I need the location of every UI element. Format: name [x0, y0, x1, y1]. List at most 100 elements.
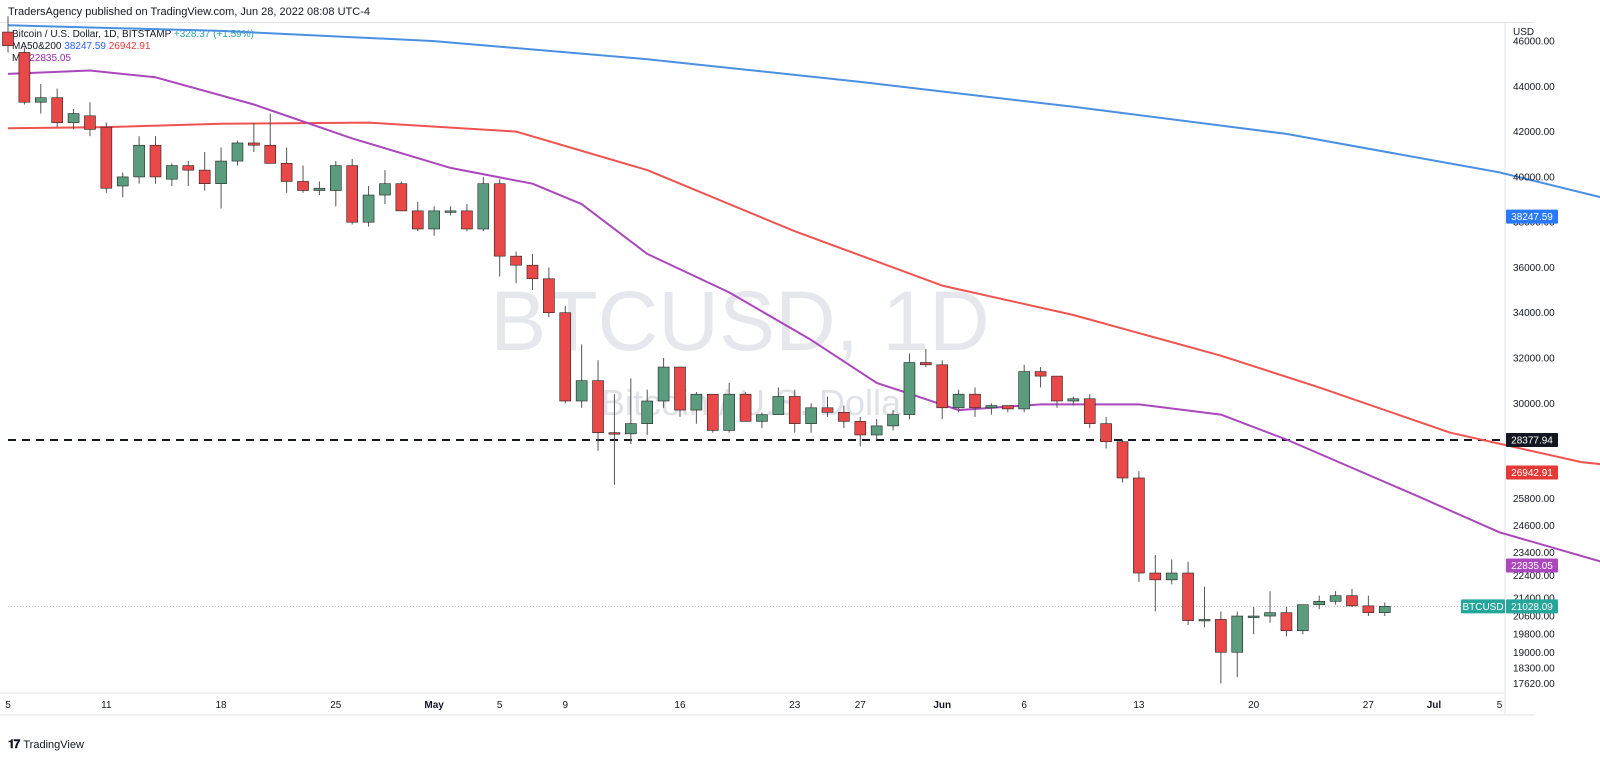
ma50-value: 26942.91 — [108, 41, 151, 52]
candle — [706, 393, 719, 433]
candle — [969, 387, 981, 417]
candle-body — [133, 144, 145, 178]
candle — [559, 305, 572, 404]
candle — [510, 251, 522, 284]
ma200-line — [7, 24, 1600, 199]
candle — [920, 348, 932, 368]
candle — [838, 405, 850, 429]
time-tick-label: 18 — [216, 700, 228, 711]
legend-ma-row[interactable]: MA50&200 38247.59 26942.91 — [12, 41, 254, 53]
candle — [1067, 396, 1080, 406]
candle-body — [641, 400, 654, 424]
time-tick-label: 27 — [855, 700, 867, 711]
candle — [1116, 439, 1129, 483]
candle-body — [51, 97, 63, 123]
candle-body — [1346, 595, 1358, 607]
candle-body — [116, 176, 129, 187]
candle — [67, 109, 80, 130]
price-tick-label: 19000.00 — [1513, 648, 1555, 659]
candle-body — [1198, 619, 1211, 622]
candle — [461, 204, 473, 232]
legend-symbol-row[interactable]: Bitcoin / U.S. Dollar, 1D, BITSTAMP +328… — [12, 29, 254, 41]
candle — [198, 152, 211, 191]
candle-body — [870, 425, 883, 436]
candle — [1182, 561, 1194, 626]
candle — [493, 179, 506, 277]
price-tick-label: 20600.00 — [1513, 612, 1555, 623]
tradingview-logo-icon: 𝟏𝟕 — [8, 737, 20, 751]
ma-label: MA50&200 — [12, 41, 62, 52]
candle — [395, 181, 408, 212]
price-badge-bg — [1506, 209, 1558, 224]
candle-body — [920, 362, 932, 366]
publisher-note: TradersAgency published on TradingView.c… — [8, 6, 370, 18]
candle-body — [739, 393, 752, 422]
candle-body — [1264, 612, 1276, 617]
candle-body — [592, 380, 604, 433]
candle-body — [198, 169, 211, 185]
candle-body — [411, 210, 424, 230]
ma200-value: 38247.59 — [64, 41, 106, 52]
candle — [444, 206, 457, 216]
candle — [854, 416, 867, 447]
price-badge: 26942.91 — [1506, 465, 1558, 480]
candle — [297, 165, 309, 193]
candle — [772, 387, 785, 415]
candle-body — [1034, 371, 1047, 377]
footer-brand[interactable]: 𝟏𝟕 TradingView — [8, 737, 84, 752]
candle-body — [526, 264, 539, 280]
candle — [1165, 559, 1178, 585]
candle-body — [821, 407, 834, 413]
candle-body — [264, 144, 277, 164]
symbol-badge-text: BTCUSD — [1462, 602, 1503, 613]
candle — [674, 366, 686, 417]
price-tick-label: 18300.00 — [1513, 664, 1555, 675]
candle-body — [166, 165, 178, 180]
candle — [936, 360, 949, 420]
time-tick-label: 13 — [1133, 700, 1145, 711]
price-badge-bg — [1506, 558, 1558, 573]
candle-body — [1116, 441, 1129, 479]
candle — [182, 161, 195, 186]
candle — [1100, 416, 1112, 449]
price-badge-text: 28377.94 — [1511, 435, 1553, 446]
price-tick-label: 21400.00 — [1513, 593, 1555, 604]
candle — [346, 158, 358, 225]
candle — [1264, 591, 1276, 623]
price-tick-label: 23400.00 — [1513, 548, 1555, 559]
candle-body — [936, 364, 949, 409]
candle — [1198, 586, 1211, 628]
candle — [231, 140, 244, 166]
candle-body — [1215, 619, 1227, 653]
candle-body — [543, 278, 555, 314]
candle-body — [608, 432, 621, 435]
price-tick-label: 42000.00 — [1513, 127, 1555, 138]
candle-body — [1247, 615, 1260, 618]
candle-body — [788, 396, 801, 424]
candle — [313, 181, 326, 196]
candle — [625, 378, 637, 445]
candle — [215, 147, 227, 209]
candle — [1018, 364, 1030, 413]
price-badge-text: 21028.09 — [1511, 602, 1553, 613]
candle-body — [1362, 605, 1375, 613]
candle — [51, 88, 63, 128]
candle-body — [723, 393, 735, 431]
candle-body — [985, 405, 998, 409]
time-tick-label: 5 — [497, 700, 503, 711]
candle — [329, 161, 342, 207]
price-tick-label: 17620.00 — [1513, 679, 1555, 690]
price-badge-bg — [1506, 432, 1558, 447]
candle-body — [182, 165, 195, 171]
candle — [1133, 471, 1145, 583]
price-tick-label: 44000.00 — [1513, 82, 1555, 93]
candle — [116, 172, 129, 198]
candle-body — [149, 144, 162, 178]
time-tick-label: Jun — [933, 700, 951, 711]
candle — [100, 122, 113, 193]
candle-body — [772, 396, 785, 415]
candle-body — [493, 183, 506, 257]
time-tick-label: 25 — [330, 700, 342, 711]
candle-body — [559, 312, 572, 402]
